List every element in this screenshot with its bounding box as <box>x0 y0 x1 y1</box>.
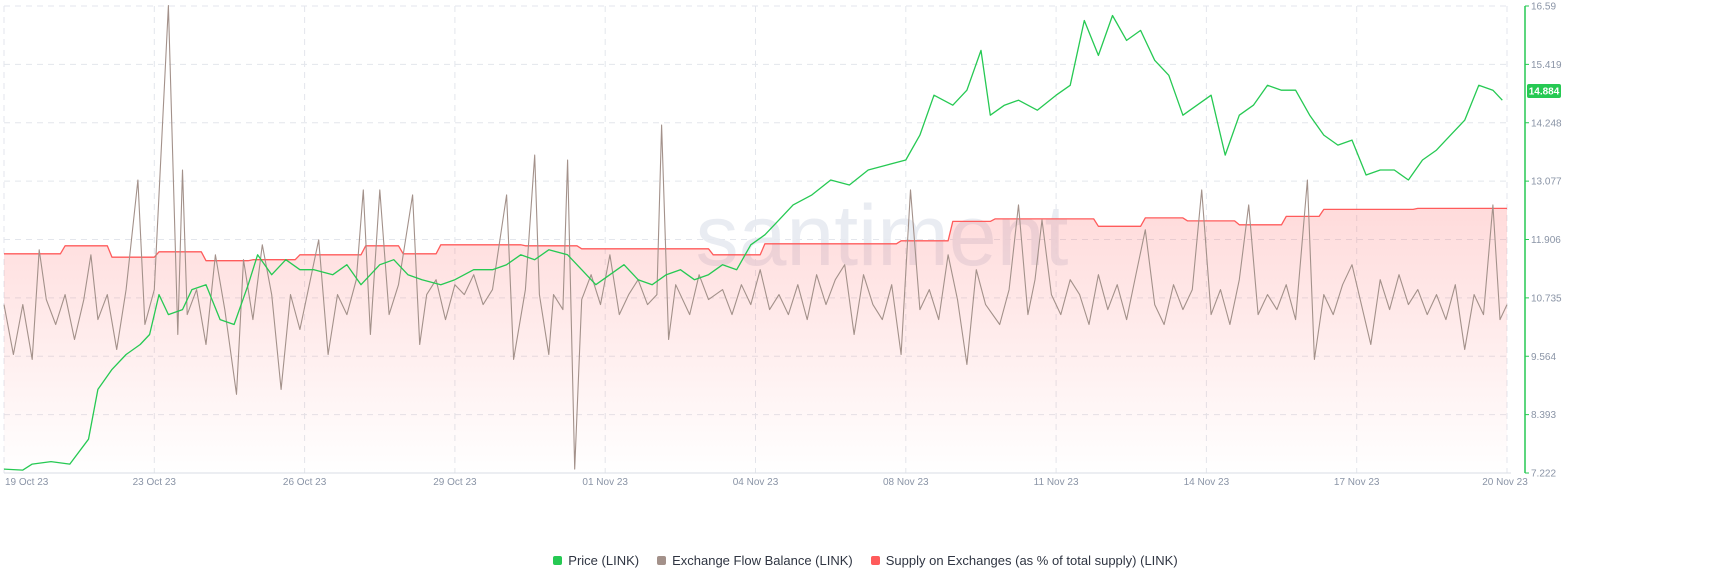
axes: 19 Oct 23 23 Oct 23 26 Oct 23 29 Oct 23 01 N… <box>4 2 1562 488</box>
x-tick-label: 19 Oct 23 <box>5 477 49 488</box>
x-tick-label: 08 Nov 23 <box>883 477 929 488</box>
x-tick-label: 17 Nov 23 <box>1334 477 1380 488</box>
y-tick-label: 14.248 <box>1531 118 1562 129</box>
x-tick-label: 20 Nov 23 <box>1482 477 1528 488</box>
series-layer <box>3 4 1508 471</box>
legend-item-exchange-flow[interactable]: Exchange Flow Balance (LINK) <box>657 553 853 568</box>
y-tick-label: 15.419 <box>1531 60 1562 71</box>
price-badge: 14.884 <box>1527 84 1561 99</box>
y-tick-label: 8.393 <box>1531 410 1556 421</box>
x-tick-label: 23 Oct 23 <box>133 477 177 488</box>
x-tick-label: 29 Oct 23 <box>433 477 477 488</box>
price-badge-bg <box>1527 84 1561 99</box>
series-line-supply <box>4 207 1507 262</box>
series-line-price <box>3 14 1503 471</box>
legend-swatch-exchange-flow <box>657 556 667 565</box>
x-tick-label: 14 Nov 23 <box>1184 477 1230 488</box>
x-tick-label: 26 Oct 23 <box>283 477 327 488</box>
legend-label-supply: Supply on Exchanges (as % of total suppl… <box>885 553 1178 568</box>
legend-label-exchange-flow: Exchange Flow Balance (LINK) <box>672 553 853 568</box>
supply-area <box>4 208 1507 473</box>
legend-item-price[interactable]: Price (LINK) <box>553 553 639 568</box>
x-tick-label: 01 Nov 23 <box>582 477 628 488</box>
y-tick-label: 9.564 <box>1531 352 1556 363</box>
supply-area-fill <box>4 208 1507 473</box>
x-tick-label: 04 Nov 23 <box>733 477 779 488</box>
x-tick-label: 11 Nov 23 <box>1034 477 1079 488</box>
y-tick-label: 11.906 <box>1531 235 1561 246</box>
legend-item-supply[interactable]: Supply on Exchanges (as % of total suppl… <box>870 553 1178 568</box>
y-tick-label: 7.222 <box>1531 469 1556 480</box>
price-badge-value: 14.884 <box>1529 87 1560 98</box>
legend-swatch-supply <box>870 556 880 565</box>
series-line-exchange-flow <box>3 4 1508 470</box>
y-tick-label: 10.735 <box>1531 293 1562 304</box>
legend-label-price: Price (LINK) <box>568 553 640 568</box>
legend: Price (LINK) Exchange Flow Balance (LINK… <box>0 553 1731 568</box>
y-tick-label: 16.59 <box>1531 2 1556 13</box>
y-tick-label: 13.077 <box>1531 177 1562 188</box>
legend-swatch-price <box>553 556 563 565</box>
